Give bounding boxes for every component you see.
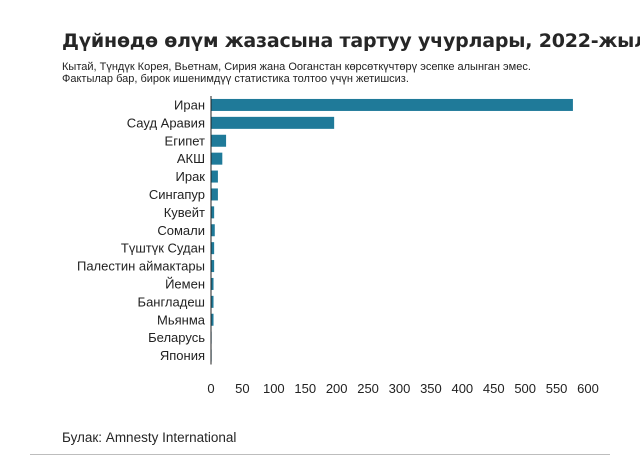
x-tick-label-4: 200 [326, 381, 348, 396]
category-label-2: Египет [165, 133, 206, 148]
x-tick-labels: 0 50 100 150 200 250 300 350 400 450 500 550 600 [207, 381, 598, 396]
x-tick-label-0: 0 [207, 381, 214, 396]
chart-title: Дүйнөдө өлүм жазасына тартуу учурлары, 2… [62, 30, 640, 52]
bar-1 [211, 116, 335, 129]
x-tick-label-6: 300 [389, 381, 411, 396]
category-label-1: Сауд Аравия [127, 115, 205, 130]
bar-7 [211, 224, 215, 237]
category-label-13: Беларусь [148, 330, 205, 345]
bar-12 [211, 313, 214, 326]
x-tick-label-10: 500 [514, 381, 536, 396]
category-label-10: Йемен [165, 276, 205, 291]
category-label-14: Япония [160, 348, 205, 363]
x-tick-label-11: 550 [546, 381, 568, 396]
category-label-8: Түштүк Судан [121, 241, 205, 256]
bar-3 [211, 152, 223, 165]
category-label-4: Ирак [176, 169, 206, 184]
bar-2 [211, 134, 227, 147]
category-label-9: Палестин аймактары [77, 259, 205, 274]
category-label-12: Мьянма [157, 312, 206, 327]
bottom-divider [30, 454, 610, 455]
category-label-0: Иран [174, 97, 205, 112]
category-labels: Иран Сауд Аравия Египет АКШ Ирак Сингапур Куве… [77, 97, 206, 363]
x-tick-label-7: 350 [420, 381, 442, 396]
x-tick-label-5: 250 [357, 381, 379, 396]
bar-11 [211, 295, 214, 308]
x-tick-label-2: 100 [263, 381, 285, 396]
bar-8 [211, 242, 215, 255]
bar-10 [211, 277, 214, 290]
x-tick-label-1: 50 [235, 381, 249, 396]
category-label-7: Сомали [157, 223, 205, 238]
x-tick-label-3: 150 [294, 381, 316, 396]
bar-4 [211, 170, 218, 183]
bar-5 [211, 188, 218, 201]
category-label-11: Бангладеш [138, 294, 205, 309]
category-label-6: Кувейт [164, 205, 205, 220]
bar-9 [211, 260, 215, 273]
source-note: Булак: Amnesty International [62, 430, 237, 445]
x-tick-label-12: 600 [577, 381, 599, 396]
x-tick-label-8: 400 [451, 381, 473, 396]
x-tick-label-9: 450 [483, 381, 505, 396]
bar-6 [211, 206, 215, 219]
category-label-3: АКШ [177, 151, 205, 166]
chart-subtitle: Кытай, Түндүк Корея, Вьетнам, Сирия жана… [62, 61, 531, 85]
bars-group [211, 98, 573, 362]
bar-0 [211, 98, 573, 111]
category-label-5: Сингапур [149, 187, 205, 202]
